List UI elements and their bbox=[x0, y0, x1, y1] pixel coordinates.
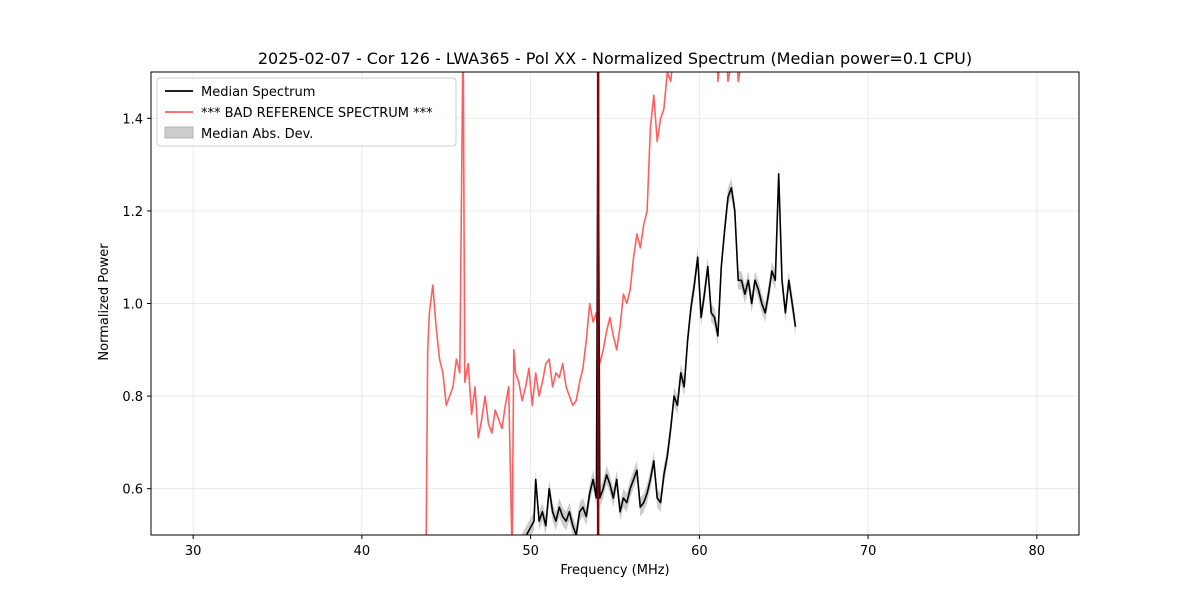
y-tick-label: 1.4 bbox=[122, 112, 143, 127]
series-layer bbox=[425, 72, 797, 535]
x-tick-label: 50 bbox=[522, 544, 539, 559]
y-axis-title: Normalized Power bbox=[97, 243, 112, 361]
x-tick-label: 80 bbox=[1029, 544, 1046, 559]
y-tick-label: 1.0 bbox=[122, 298, 143, 313]
x-axis-title: Frequency (MHz) bbox=[560, 563, 669, 578]
legend-box bbox=[156, 77, 457, 147]
x-tick-label: 30 bbox=[185, 544, 202, 559]
legend-swatch bbox=[164, 126, 194, 139]
y-tick-label: 1.2 bbox=[122, 205, 143, 220]
x-tick-label: 60 bbox=[691, 544, 708, 559]
median-abs-dev-band bbox=[521, 72, 796, 535]
x-tick-label: 40 bbox=[354, 544, 371, 559]
legend-label: Median Abs. Dev. bbox=[201, 127, 313, 142]
x-tick-label: 70 bbox=[860, 544, 877, 559]
legend-label: *** BAD REFERENCE SPECTRUM *** bbox=[201, 106, 433, 121]
legend: Median Spectrum *** BAD REFERENCE SPECTRU… bbox=[156, 77, 457, 147]
median-spectrum-line bbox=[525, 72, 797, 535]
legend-label: Median Spectrum bbox=[201, 85, 315, 100]
chart-title: 2025-02-07 - Cor 126 - LWA365 - Pol XX -… bbox=[258, 49, 972, 68]
y-tick-label: 0.6 bbox=[122, 483, 143, 498]
y-tick-label: 0.8 bbox=[122, 390, 143, 405]
bad-reference-spectrum-line bbox=[425, 72, 741, 535]
